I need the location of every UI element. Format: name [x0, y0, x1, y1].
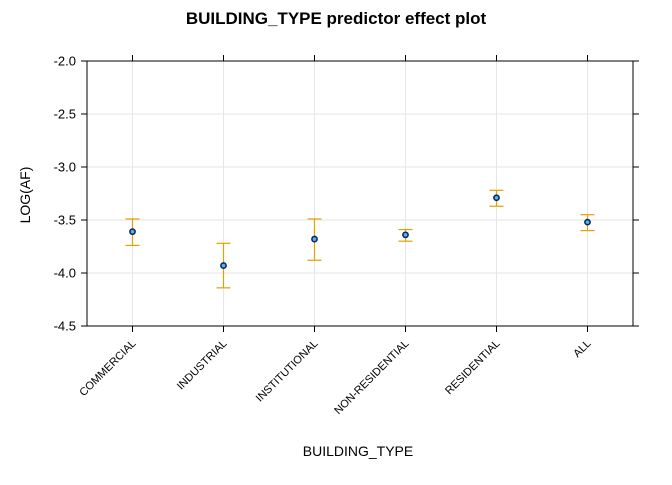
data-point: [129, 228, 136, 236]
data-point: [311, 235, 318, 243]
y-tick-label: -4.0: [54, 266, 76, 281]
data-point: [493, 194, 500, 202]
x-tick-label: INDUSTRIAL: [175, 338, 230, 393]
y-tick-label: -2.0: [54, 54, 76, 69]
data-point: [402, 231, 409, 239]
y-tick-labels: -4.5 -4.0 -3.5 -3.0 -2.5 -2.0: [54, 54, 76, 334]
y-tick-label: -2.5: [54, 107, 76, 122]
x-tick-label: RESIDENTIAL: [443, 338, 502, 397]
plot-frame: [86, 60, 634, 327]
x-tick-label: COMMERCIAL: [77, 338, 138, 399]
y-tick-label: -3.5: [54, 213, 76, 228]
data-point: [584, 218, 591, 226]
x-tick-label: NON-RESIDENTIAL: [332, 338, 411, 417]
x-tick-label: INSTITUTIONAL: [254, 338, 321, 405]
x-axis-label: BUILDING_TYPE: [303, 443, 413, 459]
axis-ticks: [81, 55, 639, 332]
chart-title: BUILDING_TYPE predictor effect plot: [186, 9, 487, 28]
x-tick-labels: COMMERCIAL INDUSTRIAL INSTITUTIONAL NON-RES…: [77, 338, 593, 417]
y-axis-label: LOG(AF): [17, 167, 33, 224]
grid-lines: [87, 60, 633, 327]
data-marks: [125, 189, 595, 289]
x-tick-label: ALL: [571, 338, 593, 360]
y-tick-label: -3.0: [54, 160, 76, 175]
data-point: [220, 262, 227, 269]
y-tick-label: -4.5: [54, 319, 76, 334]
